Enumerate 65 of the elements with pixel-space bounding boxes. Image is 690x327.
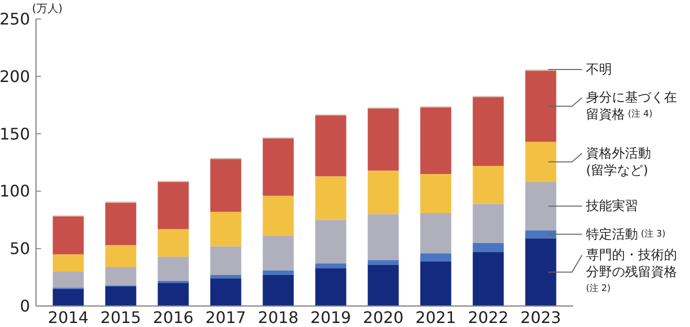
bar [105,266,136,286]
bar [158,280,189,284]
bar [315,268,346,306]
bar [525,70,556,142]
bar [210,212,242,246]
bar [525,230,556,238]
bar [158,283,189,306]
y-tick-label: 150 [0,124,30,144]
y-tick-label: 0 [20,296,30,316]
y-tick-label: 250 [0,10,30,28]
bar [420,107,452,174]
bar [472,97,504,166]
bar [105,286,136,306]
bar [52,254,84,272]
bar [52,288,84,306]
bar [210,246,242,276]
bar [315,176,346,220]
y-tick-label: 200 [0,66,30,86]
bar [368,260,399,265]
x-tick-label: 2018 [258,308,299,327]
bar [472,242,504,252]
bar [525,238,556,306]
bar [368,214,399,260]
bar [210,159,242,212]
bar [210,278,242,306]
x-tick-label: 2023 [520,308,562,327]
x-tick-label: 2022 [468,308,509,327]
bar [262,275,294,306]
y-tick-label: 100 [0,182,30,201]
bar [262,138,294,196]
bar [158,229,189,257]
x-tick-label: 2014 [48,308,89,327]
y-axis-title: (万人) [32,2,63,15]
bar [525,182,556,230]
y-tick-label: 50 [10,239,30,258]
bar [368,170,399,214]
x-tick-label: 2015 [100,308,142,327]
bar [262,196,294,236]
x-tick-label: 2020 [362,308,404,327]
x-tick-label: 2016 [152,308,194,327]
bar [420,213,452,254]
bar [158,256,189,281]
bar [315,115,346,176]
bar [52,272,84,288]
x-tick-label: 2021 [415,308,456,327]
bar [420,174,452,214]
bar [420,261,452,306]
bar [368,264,399,306]
bar [472,204,504,243]
bar [472,252,504,306]
bar [368,108,399,171]
bar [420,253,452,262]
bar [315,264,346,268]
bar [105,202,136,246]
bar [472,166,504,204]
bar [105,245,136,267]
bar [52,216,84,254]
x-tick-label: 2019 [310,308,352,327]
x-tick-label: 2017 [205,308,246,327]
bar [158,182,189,230]
bar [525,142,556,182]
bar [210,275,242,278]
bar [262,270,294,276]
bar [315,220,346,264]
bar [262,236,294,270]
